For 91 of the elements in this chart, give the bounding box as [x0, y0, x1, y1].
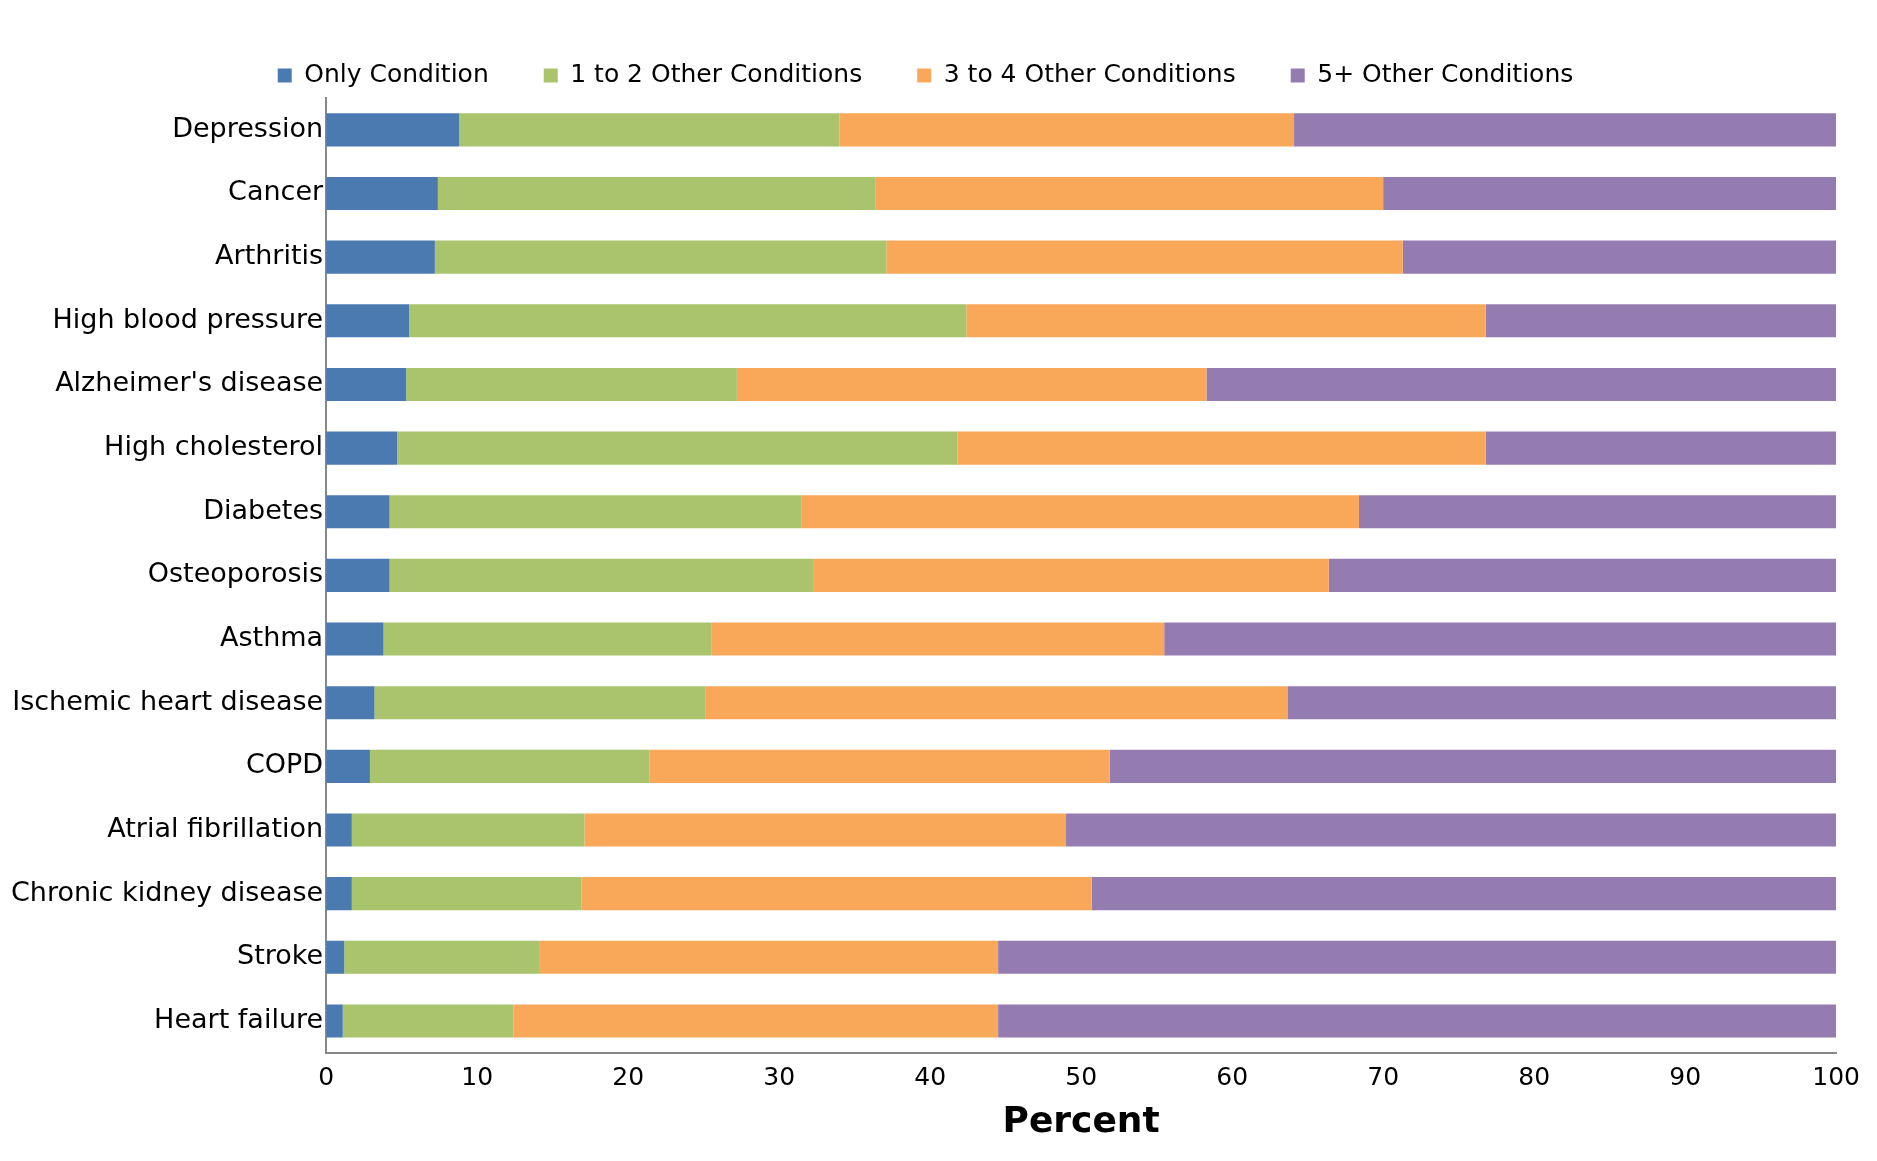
y-tick-label: Cancer — [228, 175, 325, 207]
bar — [875, 176, 1384, 211]
bar — [736, 367, 1207, 401]
bar — [406, 367, 737, 401]
bar — [326, 558, 390, 592]
bar — [389, 495, 802, 529]
x-tick-label: 60 — [1216, 1062, 1249, 1092]
legend-label: Only Condition — [304, 59, 489, 88]
bar — [326, 176, 438, 211]
bar — [539, 940, 999, 974]
bar — [584, 813, 1067, 847]
y-tick-label: Asthma — [220, 621, 324, 653]
y-tick-label: Arthritis — [215, 239, 324, 271]
x-tick-label: 10 — [461, 1062, 494, 1092]
bar — [374, 686, 706, 720]
y-tick-label: Diabetes — [203, 493, 324, 525]
x-tick-label: 90 — [1669, 1062, 1702, 1092]
bar — [344, 940, 540, 974]
y-tick-label: Ischemic heart disease — [12, 684, 324, 716]
bar — [1206, 367, 1837, 401]
bar — [1328, 558, 1837, 592]
y-tick-label: Depression — [172, 111, 324, 143]
bar — [326, 495, 390, 529]
x-tick-label: 50 — [1065, 1062, 1098, 1092]
y-tick-label: Heart failure — [154, 1002, 324, 1034]
bar — [1066, 813, 1837, 847]
bar — [326, 813, 352, 847]
bar — [369, 749, 650, 783]
bar — [705, 686, 1289, 720]
bar — [886, 240, 1403, 274]
bar — [1164, 622, 1837, 656]
bar — [513, 1004, 999, 1038]
x-axis-title: Percent — [1002, 1098, 1160, 1140]
x-tick-label: 100 — [1812, 1062, 1860, 1092]
bar — [326, 240, 435, 274]
bar — [1288, 686, 1837, 720]
bar — [326, 686, 375, 720]
bar — [326, 1004, 343, 1038]
bar — [326, 749, 370, 783]
bar — [998, 1004, 1837, 1038]
bar — [1091, 877, 1837, 911]
y-tick-label: Alzheimer's disease — [55, 366, 324, 398]
y-tick-label: Stroke — [237, 939, 324, 971]
bar — [957, 431, 1486, 465]
bar — [711, 622, 1165, 656]
bar — [1485, 304, 1837, 338]
bar — [326, 367, 407, 401]
y-tick-label: High cholesterol — [104, 430, 324, 462]
x-tick-label: 0 — [318, 1062, 335, 1092]
bar — [351, 813, 585, 847]
bar — [1109, 749, 1837, 783]
bar — [839, 113, 1295, 147]
bar — [342, 1004, 514, 1038]
bar — [351, 877, 582, 911]
legend-label: 1 to 2 Other Conditions — [570, 59, 863, 88]
legend-label: 3 to 4 Other Conditions — [943, 59, 1236, 88]
x-tick-label: 40 — [914, 1062, 947, 1092]
bar — [801, 495, 1359, 529]
x-tick-label: 30 — [763, 1062, 796, 1092]
bar — [326, 304, 410, 338]
bar — [397, 431, 958, 465]
y-tick-label: COPD — [245, 748, 324, 780]
bar — [326, 113, 460, 147]
x-tick-label: 70 — [1367, 1062, 1400, 1092]
bar — [326, 431, 398, 465]
bar — [459, 113, 840, 147]
y-tick-label: Atrial fibrillation — [107, 812, 324, 844]
bar — [1383, 176, 1837, 211]
bar — [437, 176, 876, 211]
bar — [1294, 113, 1837, 147]
bar — [1485, 431, 1837, 465]
bar — [326, 940, 345, 974]
y-tick-label: Osteoporosis — [147, 557, 324, 589]
legend-label: 5+ Other Conditions — [1317, 59, 1574, 88]
bar — [1358, 495, 1837, 529]
bar — [326, 622, 384, 656]
bar — [966, 304, 1486, 338]
y-tick-label: High blood pressure — [52, 302, 324, 334]
x-tick-label: 20 — [612, 1062, 645, 1092]
x-tick-label: 80 — [1518, 1062, 1551, 1092]
bar — [409, 304, 967, 338]
bar — [581, 877, 1092, 911]
bar — [326, 877, 352, 911]
bar — [389, 558, 814, 592]
bar — [1402, 240, 1837, 274]
bar — [649, 749, 1110, 783]
y-tick-label: Chronic kidney disease — [10, 875, 324, 907]
bar — [383, 622, 712, 656]
bar — [813, 558, 1329, 592]
bar — [998, 940, 1837, 974]
bar — [434, 240, 887, 274]
